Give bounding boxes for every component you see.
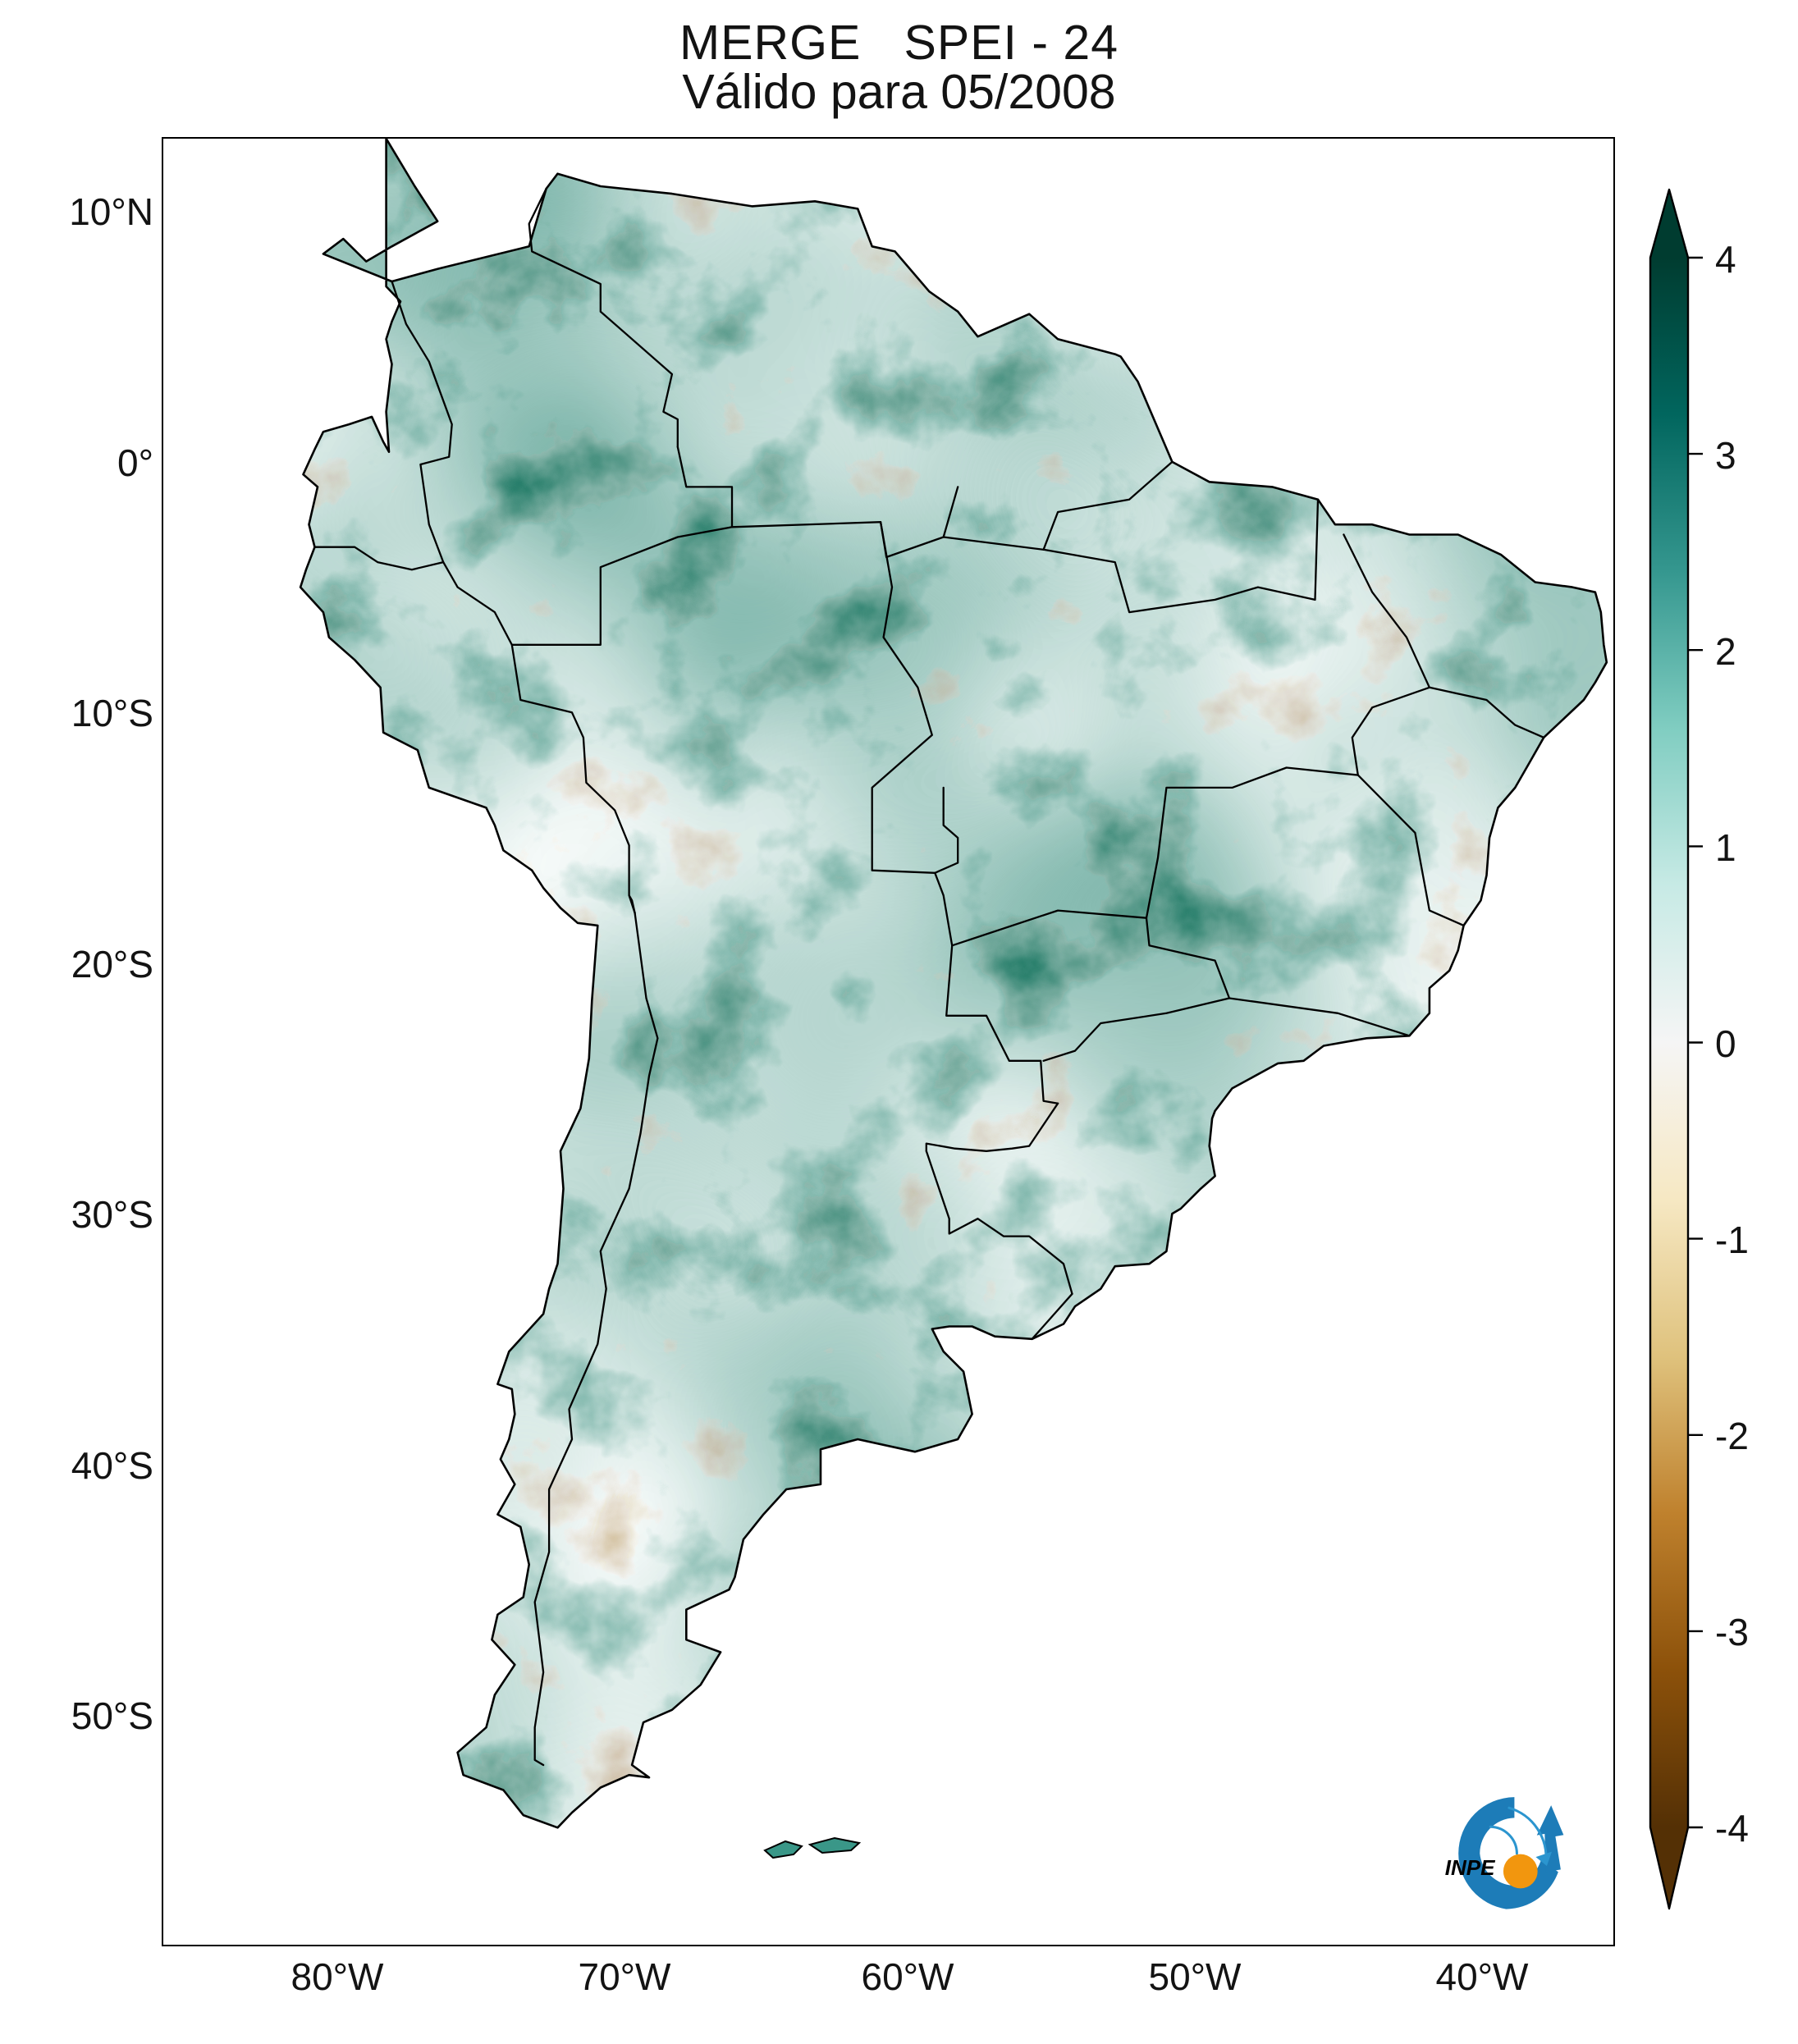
svg-text:INPE: INPE <box>1445 1855 1496 1880</box>
